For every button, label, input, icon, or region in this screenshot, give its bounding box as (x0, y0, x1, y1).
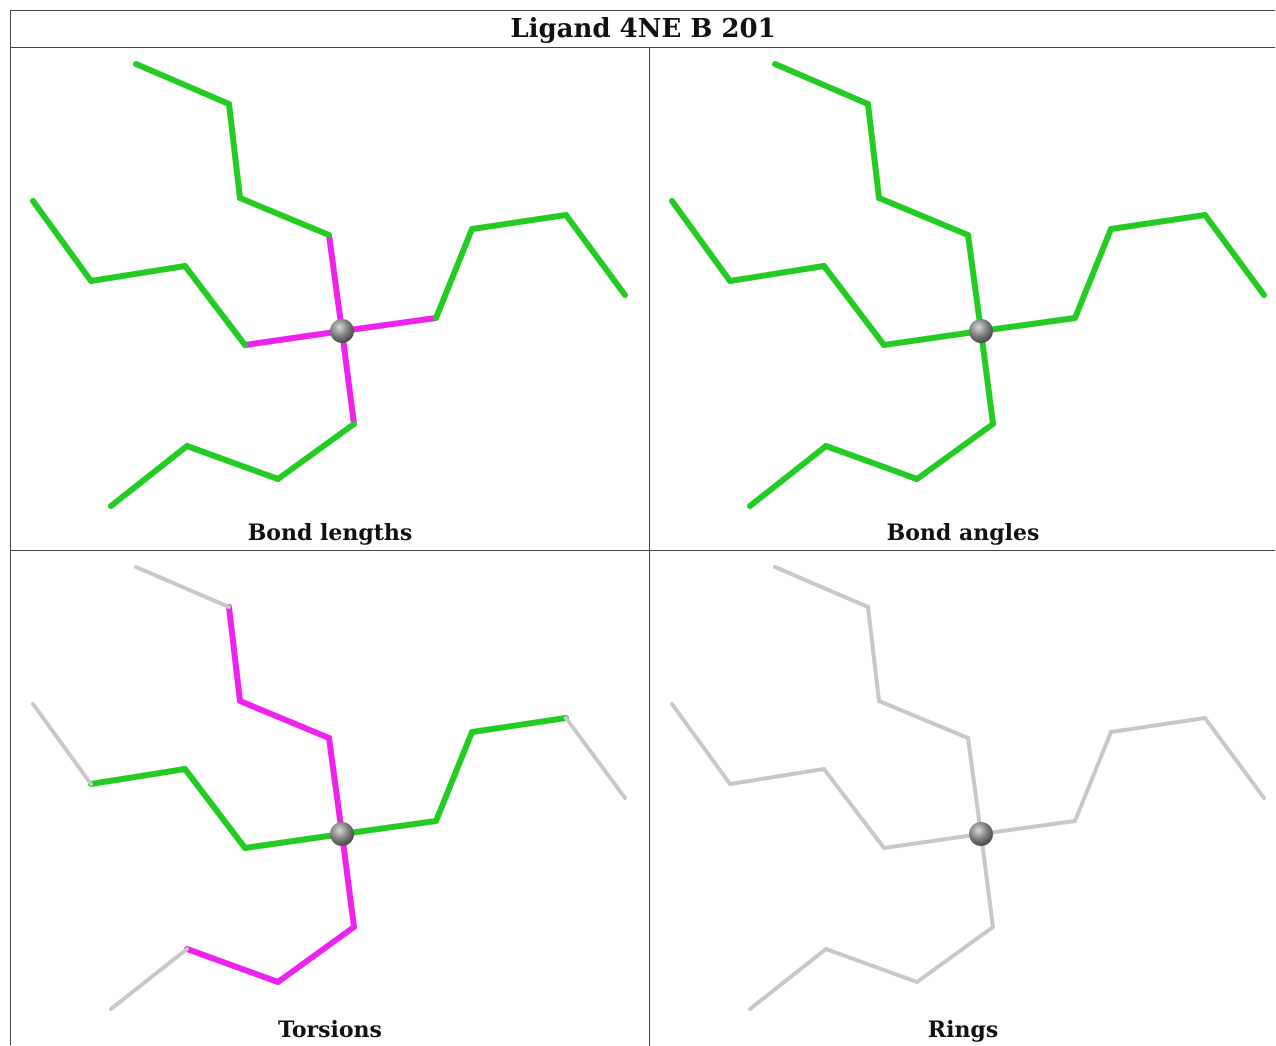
bond-top-2 (866, 605, 881, 703)
bond-right-1 (1073, 730, 1113, 823)
bond-bot-3 (109, 947, 189, 1011)
bond-left-2 (88, 766, 188, 787)
bond-left-2 (727, 263, 827, 284)
bond-right-0 (339, 818, 439, 837)
bond-right-1 (1072, 226, 1114, 321)
bond-right-3 (564, 716, 627, 800)
caption-bond-angles: Bond angles (886, 520, 1040, 546)
bond-right-3 (1202, 212, 1267, 298)
bond-top-0 (965, 232, 984, 334)
bond-left-0 (882, 832, 983, 850)
bond-bot-3 (747, 443, 829, 509)
bond-left-3 (670, 702, 732, 786)
bond-right-2 (469, 715, 569, 735)
bond-right-3 (563, 212, 628, 298)
molecule-rings (670, 565, 1266, 1011)
caption-torsions: Torsions (278, 1017, 382, 1043)
bond-right-2 (469, 212, 569, 232)
central-atom (969, 822, 993, 846)
bond-bot-3 (748, 947, 828, 1011)
bond-top-3 (133, 61, 232, 107)
bond-bot-1 (914, 421, 996, 482)
bond-top-2 (865, 101, 882, 201)
bond-top-1 (877, 699, 970, 740)
bond-top-1 (237, 195, 332, 238)
bond-right-2 (1109, 716, 1207, 734)
bond-bot-2 (823, 443, 920, 482)
panel-bond-angles: Bond angles (650, 48, 1276, 550)
central-atom (330, 822, 354, 846)
bond-top-3 (134, 565, 231, 609)
bond-right-2 (1108, 212, 1208, 232)
bond-right-0 (339, 315, 439, 334)
vertical-divider (649, 48, 650, 1046)
bond-bot-2 (824, 947, 919, 984)
horizontal-divider (11, 550, 1275, 551)
panel-torsions: Torsions (11, 551, 649, 1046)
bond-top-2 (226, 101, 243, 201)
bond-top-0 (966, 736, 983, 836)
bond-left-1 (822, 767, 886, 850)
bond-left-2 (88, 263, 188, 284)
bond-bot-1 (915, 925, 995, 984)
figure-frame: Ligand 4NE B 201 Bond lengths Bond angle… (10, 10, 1276, 1046)
bond-bot-0 (978, 328, 996, 427)
bond-bot-0 (339, 328, 357, 427)
bond-right-3 (1203, 716, 1266, 800)
bond-left-1 (821, 263, 887, 348)
panel-bond-lengths: Bond lengths (11, 48, 649, 550)
molecule-bond-angles (669, 61, 1267, 509)
caption-bond-lengths: Bond lengths (247, 520, 413, 546)
bond-top-1 (876, 195, 971, 238)
bond-top-3 (773, 565, 870, 609)
figure-title: Ligand 4NE B 201 (11, 11, 1275, 48)
central-atom (330, 319, 354, 343)
bond-bot-0 (979, 832, 995, 929)
bond-right-0 (979, 819, 1077, 836)
central-atom (969, 319, 993, 343)
bond-right-1 (433, 729, 475, 824)
bond-right-1 (433, 226, 475, 321)
bond-bot-0 (339, 831, 357, 930)
bond-bot-3 (108, 443, 190, 509)
bond-top-1 (237, 698, 332, 741)
bond-left-1 (182, 766, 248, 851)
molecule-torsions (31, 565, 627, 1011)
bond-bot-1 (275, 421, 357, 482)
caption-rings: Rings (927, 1017, 999, 1043)
bond-bot-2 (184, 946, 281, 985)
bond-left-3 (31, 702, 93, 786)
molecule-bond-lengths (30, 61, 628, 509)
bond-left-3 (30, 198, 94, 284)
bond-top-2 (226, 604, 243, 704)
bond-top-0 (326, 735, 345, 837)
bond-left-3 (669, 198, 733, 284)
bond-bot-2 (184, 443, 281, 482)
bond-top-0 (326, 232, 345, 334)
bond-right-0 (978, 315, 1078, 334)
bond-left-0 (881, 328, 984, 348)
bond-left-1 (182, 263, 248, 348)
bond-left-0 (242, 831, 345, 851)
panel-rings: Rings (650, 551, 1276, 1046)
bond-left-0 (242, 328, 345, 348)
bond-bot-1 (275, 924, 357, 985)
bond-left-2 (728, 767, 826, 786)
bond-top-3 (772, 61, 871, 107)
